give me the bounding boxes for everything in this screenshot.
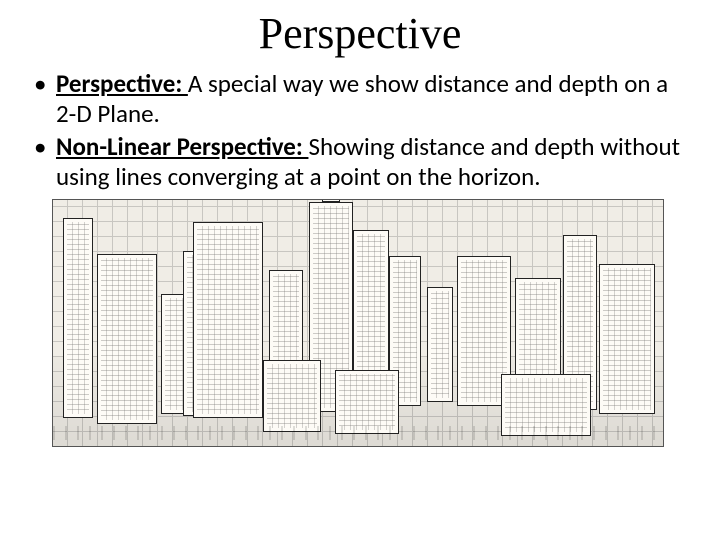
bullet-term: Non-Linear Perspective: <box>56 131 308 162</box>
list-item: Non-Linear Perspective: Showing distance… <box>56 132 690 191</box>
building <box>63 218 93 418</box>
building <box>97 254 157 424</box>
building-rooftop <box>322 199 340 202</box>
street <box>53 426 663 440</box>
slide-title: Perspective <box>30 8 690 59</box>
perspective-illustration <box>52 199 664 447</box>
building <box>193 222 263 418</box>
building <box>335 370 399 434</box>
slide: Perspective Perspective: A special way w… <box>0 0 720 540</box>
building <box>427 287 453 402</box>
building <box>599 264 655 414</box>
list-item: Perspective: A special way we show dista… <box>56 69 690 128</box>
bullet-list: Perspective: A special way we show dista… <box>30 69 690 191</box>
bullet-term: Perspective: <box>56 68 188 99</box>
building <box>263 360 321 432</box>
